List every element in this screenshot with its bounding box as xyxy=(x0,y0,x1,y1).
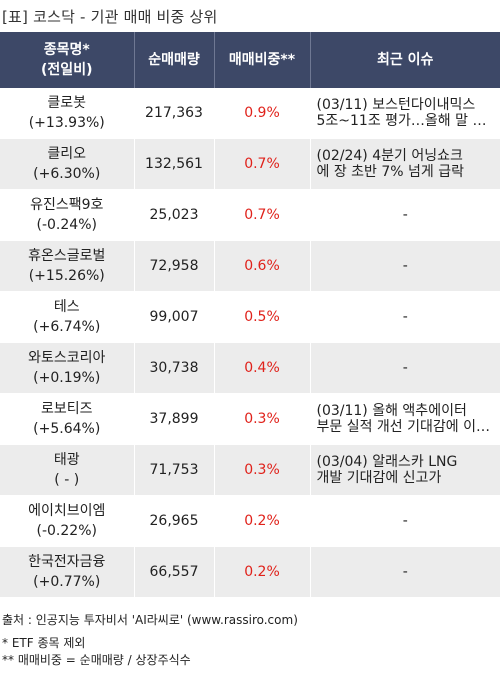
stock-name[interactable]: 유진스팩9호 xyxy=(30,197,104,213)
issue-line-1: (03/11) 보스턴다이내믹스 xyxy=(316,97,476,113)
table-row: 클리오 (+6.30%) 132,561 0.7% (02/24) 4분기 어닝쇼크 에 … xyxy=(0,138,500,190)
issue-line-1: (03/04) 알래스카 LNG xyxy=(316,454,458,470)
stock-change: (+13.93%) xyxy=(28,115,105,131)
table-row: 테스 (+6.74%) 99,007 0.5% - xyxy=(0,291,500,343)
stock-cell: 에이치브이엠 (-0.22%) xyxy=(0,495,135,547)
column-header-volume: 순매매량 xyxy=(134,32,215,88)
trade-ratio: 0.6% xyxy=(214,240,311,292)
issue-line-1: (02/24) 4분기 어닝쇼크 xyxy=(316,148,463,164)
stock-change: (+6.30%) xyxy=(33,166,101,182)
column-header-issue: 최근 이슈 xyxy=(310,32,500,88)
net-volume: 26,965 xyxy=(134,495,215,547)
stock-cell: 테스 (+6.74%) xyxy=(0,291,135,343)
issue-line-1: - xyxy=(402,360,408,376)
stock-change: ( - ) xyxy=(54,472,80,488)
table-row: 유진스팩9호 (-0.24%) 25,023 0.7% - xyxy=(0,189,500,241)
issue-line-2: 5조~11조 평가…올해 말 … xyxy=(316,113,487,129)
recent-issue[interactable]: (02/24) 4분기 어닝쇼크 에 장 초반 7% 넘게 급락 xyxy=(310,138,500,190)
stock-cell: 한국전자금융 (+0.77%) xyxy=(0,546,135,598)
trade-ratio: 0.7% xyxy=(214,138,311,190)
stock-change: (+0.77%) xyxy=(33,574,101,590)
recent-issue: - xyxy=(310,342,500,394)
table-header-row: 종목명* (전일비) 순매매량 매매비중** 최근 이슈 xyxy=(0,32,500,88)
stock-cell: 클로봇 (+13.93%) xyxy=(0,88,135,139)
stock-name[interactable]: 한국전자금융 xyxy=(28,554,106,570)
recent-issue: - xyxy=(310,546,500,598)
source-note: 출처 : 인공지능 투자비서 'AI라씨로' (www.rassiro.com) xyxy=(2,613,298,627)
recent-issue[interactable]: (03/11) 올해 액추에이터 부문 실적 개선 기대감에 이… xyxy=(310,393,500,445)
stock-name[interactable]: 에이치브이엠 xyxy=(28,503,106,519)
stock-cell: 유진스팩9호 (-0.24%) xyxy=(0,189,135,241)
stock-name[interactable]: 클리오 xyxy=(47,146,87,162)
stock-cell: 태광 ( - ) xyxy=(0,444,135,496)
stock-name[interactable]: 태광 xyxy=(53,452,80,468)
column-header-name: 종목명* (전일비) xyxy=(0,32,135,88)
net-volume: 132,561 xyxy=(134,138,215,190)
net-volume: 99,007 xyxy=(134,291,215,343)
net-volume: 66,557 xyxy=(134,546,215,598)
trade-ratio: 0.3% xyxy=(214,444,311,496)
issue-line-2: 에 장 초반 7% 넘게 급락 xyxy=(316,164,465,180)
stock-cell: 클리오 (+6.30%) xyxy=(0,138,135,190)
issue-line-1: - xyxy=(402,258,408,274)
net-volume: 72,958 xyxy=(134,240,215,292)
stock-change: (+5.64%) xyxy=(33,421,101,437)
table-row: 태광( - ) 71,753 0.3% (03/04) 알래스카 LNG 개발 기대감에… xyxy=(0,444,500,496)
stock-name[interactable]: 와토스코리아 xyxy=(28,350,106,366)
stock-cell: 로보티즈 (+5.64%) xyxy=(0,393,135,445)
stock-change: (+6.74%) xyxy=(33,319,101,335)
footnote-etf: * ETF 종목 제외 xyxy=(2,636,86,650)
net-volume: 217,363 xyxy=(134,88,215,139)
footnote-ratio: ** 매매비중 = 순매매량 / 상장주식수 xyxy=(2,653,191,667)
stock-name[interactable]: 휴온스글로벌 xyxy=(28,248,106,264)
recent-issue: - xyxy=(310,240,500,292)
issue-line-1: (03/11) 올해 액추에이터 xyxy=(316,403,467,419)
issue-line-1: - xyxy=(402,564,408,580)
recent-issue: - xyxy=(310,291,500,343)
stock-change: (-0.22%) xyxy=(36,523,97,539)
stock-change: (-0.24%) xyxy=(36,217,97,233)
table-row: 한국전자금융 (+0.77%) 66,557 0.2% - xyxy=(0,546,500,598)
trade-ratio: 0.2% xyxy=(214,495,311,547)
stock-change: (+0.19%) xyxy=(33,370,101,386)
table-row: 로보티즈 (+5.64%) 37,899 0.3% (03/11) 올해 액추에이터 부문… xyxy=(0,393,500,445)
net-volume: 37,899 xyxy=(134,393,215,445)
net-volume: 25,023 xyxy=(134,189,215,241)
stock-cell: 휴온스글로벌 (+15.26%) xyxy=(0,240,135,292)
issue-line-1: - xyxy=(402,513,408,529)
net-volume: 30,738 xyxy=(134,342,215,394)
issue-line-1: - xyxy=(402,309,408,325)
trade-ratio: 0.5% xyxy=(214,291,311,343)
stock-change: (+15.26%) xyxy=(28,268,105,284)
table-row: 휴온스글로벌 (+15.26%) 72,958 0.6% - xyxy=(0,240,500,292)
issue-line-2: 부문 실적 개선 기대감에 이… xyxy=(316,419,490,435)
recent-issue: - xyxy=(310,189,500,241)
stock-name[interactable]: 테스 xyxy=(53,299,80,315)
table-row: 와토스코리아 (+0.19%) 30,738 0.4% - xyxy=(0,342,500,394)
ranking-table: 종목명* (전일비) 순매매량 매매비중** 최근 이슈 클로봇 (+13.93%… xyxy=(0,32,500,598)
stock-cell: 와토스코리아 (+0.19%) xyxy=(0,342,135,394)
trade-ratio: 0.3% xyxy=(214,393,311,445)
issue-line-1: - xyxy=(402,207,408,223)
recent-issue: - xyxy=(310,495,500,547)
column-header-ratio: 매매비중** xyxy=(214,32,311,88)
recent-issue[interactable]: (03/04) 알래스카 LNG 개발 기대감에 신고가 xyxy=(310,444,500,496)
trade-ratio: 0.7% xyxy=(214,189,311,241)
stock-name[interactable]: 클로봇 xyxy=(47,95,87,111)
issue-line-2: 개발 기대감에 신고가 xyxy=(316,470,442,486)
stock-name[interactable]: 로보티즈 xyxy=(40,401,93,417)
table-row: 에이치브이엠 (-0.22%) 26,965 0.2% - xyxy=(0,495,500,547)
recent-issue[interactable]: (03/11) 보스턴다이내믹스 5조~11조 평가…올해 말 … xyxy=(310,88,500,139)
page-title: [표] 코스닥 - 기관 매매 비중 상위 xyxy=(2,8,218,26)
trade-ratio: 0.2% xyxy=(214,546,311,598)
trade-ratio: 0.9% xyxy=(214,88,311,139)
trade-ratio: 0.4% xyxy=(214,342,311,394)
table-row: 클로봇 (+13.93%) 217,363 0.9% (03/11) 보스턴다이내믹스 5… xyxy=(0,88,500,139)
net-volume: 71,753 xyxy=(134,444,215,496)
